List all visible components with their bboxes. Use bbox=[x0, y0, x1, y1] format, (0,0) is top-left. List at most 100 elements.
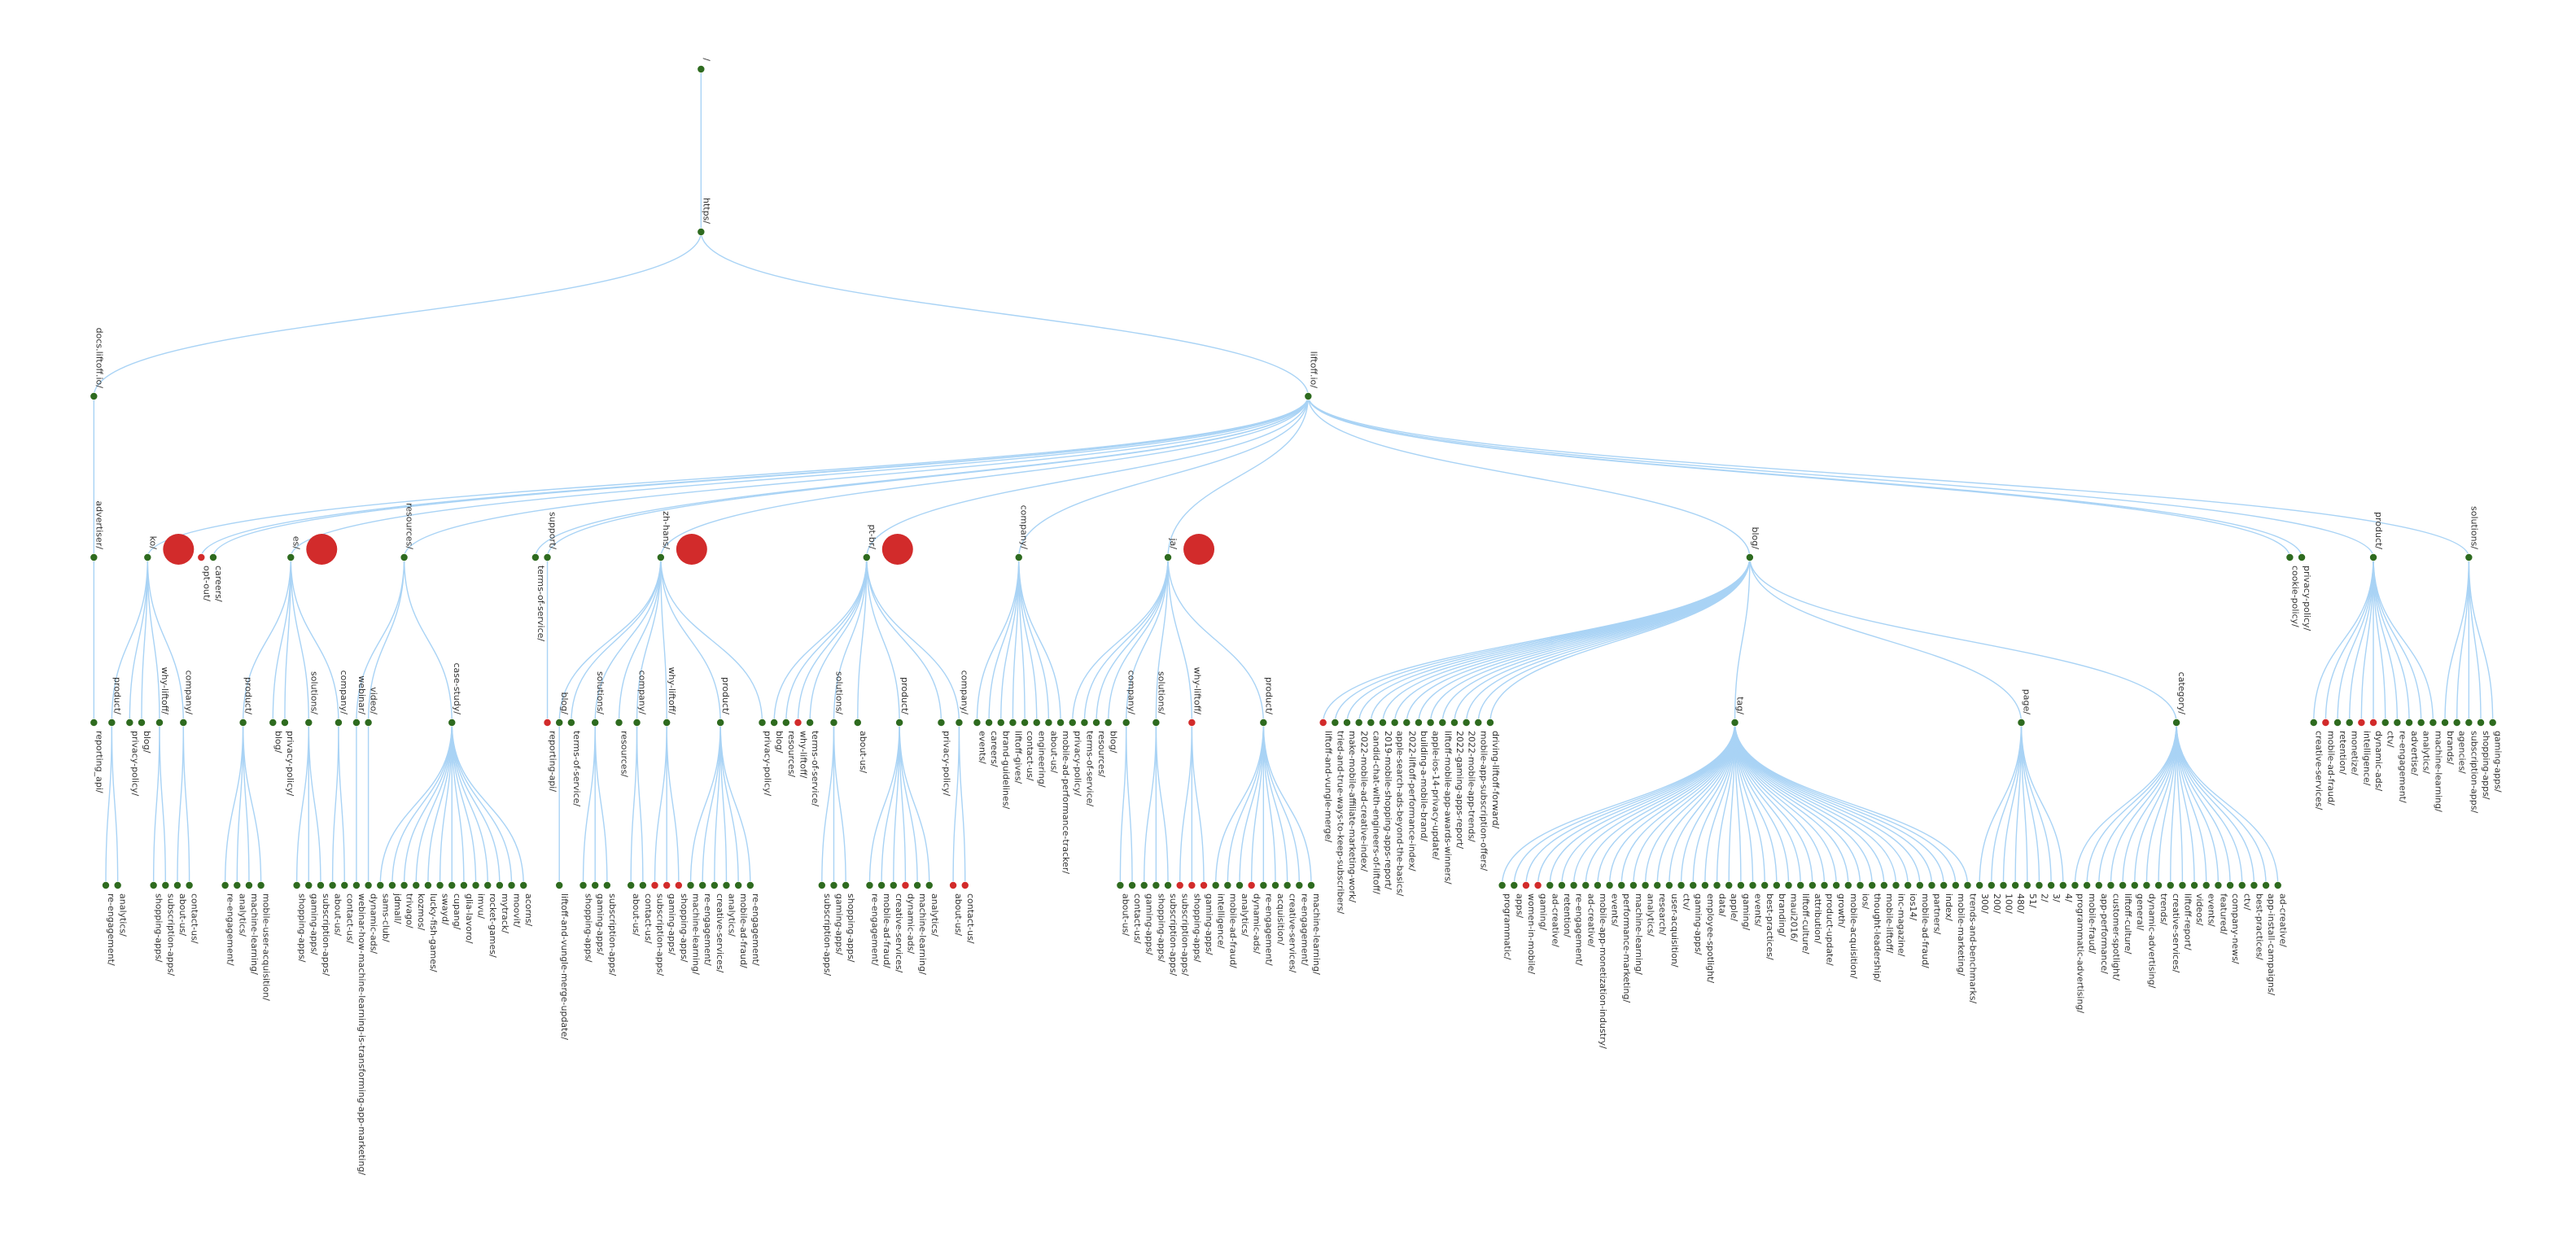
tree-node[interactable] bbox=[555, 881, 564, 890]
tree-node[interactable] bbox=[292, 881, 301, 890]
tree-node[interactable] bbox=[1510, 881, 1519, 890]
tree-node[interactable] bbox=[1904, 881, 1913, 890]
tree-node[interactable] bbox=[400, 881, 409, 890]
tree-node[interactable] bbox=[817, 881, 826, 890]
tree-node[interactable] bbox=[2142, 881, 2151, 890]
tree-node[interactable] bbox=[2011, 881, 2020, 890]
tree-node[interactable] bbox=[1605, 881, 1614, 890]
tree-node[interactable] bbox=[1629, 881, 1638, 890]
tree-node[interactable] bbox=[949, 881, 958, 890]
tree-node[interactable] bbox=[2154, 881, 2163, 890]
tree-node[interactable] bbox=[1247, 881, 1256, 890]
tree-node[interactable] bbox=[280, 719, 289, 727]
tree-node[interactable] bbox=[1641, 881, 1650, 890]
tree-node[interactable] bbox=[686, 881, 695, 890]
tree-node[interactable] bbox=[1533, 881, 1542, 890]
tree-node[interactable] bbox=[895, 719, 904, 727]
tree-node[interactable] bbox=[208, 553, 217, 562]
tree-node[interactable] bbox=[364, 881, 373, 890]
tree-node[interactable] bbox=[543, 719, 552, 727]
tree-node[interactable] bbox=[663, 881, 671, 890]
tree-node[interactable] bbox=[627, 881, 636, 890]
tree-node[interactable] bbox=[2488, 719, 2497, 727]
tree-node[interactable] bbox=[2416, 719, 2425, 727]
tree-node[interactable] bbox=[2119, 881, 2128, 890]
tree-node[interactable] bbox=[555, 719, 564, 727]
tree-node[interactable] bbox=[996, 719, 1005, 727]
tree-node[interactable] bbox=[698, 881, 707, 890]
tree-node[interactable] bbox=[137, 719, 146, 727]
tree-node[interactable] bbox=[829, 719, 838, 727]
tree-node[interactable] bbox=[2017, 719, 2026, 727]
tree-node[interactable] bbox=[865, 881, 874, 890]
tree-node[interactable] bbox=[877, 881, 886, 890]
tree-node[interactable] bbox=[913, 881, 922, 890]
tree-node[interactable] bbox=[1987, 881, 1996, 890]
tree-node[interactable] bbox=[155, 719, 164, 727]
tree-node[interactable] bbox=[1951, 881, 1960, 890]
tree-node[interactable] bbox=[2071, 881, 2080, 890]
tree-node[interactable] bbox=[2464, 719, 2473, 727]
tree-node[interactable] bbox=[663, 719, 671, 727]
tree-node[interactable] bbox=[1021, 719, 1030, 727]
tree-node[interactable] bbox=[1092, 719, 1101, 727]
tree-node[interactable] bbox=[90, 391, 98, 400]
tree-node[interactable] bbox=[1462, 719, 1471, 727]
tree-node[interactable] bbox=[2429, 719, 2438, 727]
tree-node[interactable] bbox=[960, 881, 969, 890]
tree-node[interactable] bbox=[716, 719, 725, 727]
tree-node[interactable] bbox=[238, 719, 247, 727]
tree-node[interactable] bbox=[2226, 881, 2235, 890]
tree-node[interactable] bbox=[352, 881, 361, 890]
tree-node[interactable] bbox=[1200, 881, 1209, 890]
tree-node[interactable] bbox=[1736, 881, 1745, 890]
tree-node[interactable] bbox=[1915, 881, 1924, 890]
tree-node[interactable] bbox=[197, 553, 206, 562]
tree-node[interactable] bbox=[1653, 881, 1662, 890]
tree-node[interactable] bbox=[1868, 881, 1877, 890]
tree-node[interactable] bbox=[1080, 719, 1089, 727]
tree-node[interactable] bbox=[269, 719, 278, 727]
tree-node[interactable] bbox=[2058, 881, 2067, 890]
tree-node[interactable] bbox=[566, 719, 575, 727]
tree-node[interactable] bbox=[2250, 881, 2259, 890]
tree-node[interactable] bbox=[1414, 719, 1423, 727]
tree-node[interactable] bbox=[1390, 719, 1399, 727]
tree-node[interactable] bbox=[1187, 881, 1196, 890]
tree-node[interactable] bbox=[1940, 881, 1948, 890]
tree-node[interactable] bbox=[1975, 881, 1984, 890]
tree-node[interactable] bbox=[2477, 719, 2486, 727]
tree-node[interactable] bbox=[1498, 881, 1507, 890]
tree-node[interactable] bbox=[1259, 881, 1268, 890]
tree-node[interactable] bbox=[459, 881, 468, 890]
tree-node[interactable] bbox=[185, 881, 194, 890]
tree-node[interactable] bbox=[1557, 881, 1566, 890]
tree-node[interactable] bbox=[256, 881, 265, 890]
tree-node[interactable] bbox=[90, 719, 98, 727]
tree-node[interactable] bbox=[179, 719, 188, 727]
tree-node[interactable] bbox=[2405, 719, 2414, 727]
tree-node[interactable] bbox=[770, 719, 779, 727]
tree-node[interactable] bbox=[842, 881, 851, 890]
tree-node[interactable] bbox=[1745, 553, 1754, 562]
tree-node[interactable] bbox=[340, 881, 349, 890]
tree-node[interactable] bbox=[1700, 881, 1709, 890]
tree-node[interactable] bbox=[1581, 881, 1590, 890]
tree-node[interactable] bbox=[638, 881, 647, 890]
tree-node[interactable] bbox=[697, 65, 706, 74]
tree-node[interactable] bbox=[602, 881, 611, 890]
tree-node[interactable] bbox=[149, 881, 158, 890]
tree-node[interactable] bbox=[1259, 719, 1268, 727]
tree-node[interactable] bbox=[1772, 881, 1781, 890]
tree-node[interactable] bbox=[1521, 881, 1530, 890]
tree-node[interactable] bbox=[1128, 881, 1137, 890]
tree-node[interactable] bbox=[674, 881, 683, 890]
tree-node[interactable] bbox=[710, 881, 719, 890]
tree-node[interactable] bbox=[697, 227, 706, 236]
tree-node[interactable] bbox=[1319, 719, 1327, 727]
tree-node[interactable] bbox=[2094, 881, 2103, 890]
tree-node[interactable] bbox=[2357, 719, 2366, 727]
tree-node[interactable] bbox=[614, 719, 623, 727]
tree-node[interactable] bbox=[2166, 881, 2175, 890]
tree-node[interactable] bbox=[101, 881, 110, 890]
